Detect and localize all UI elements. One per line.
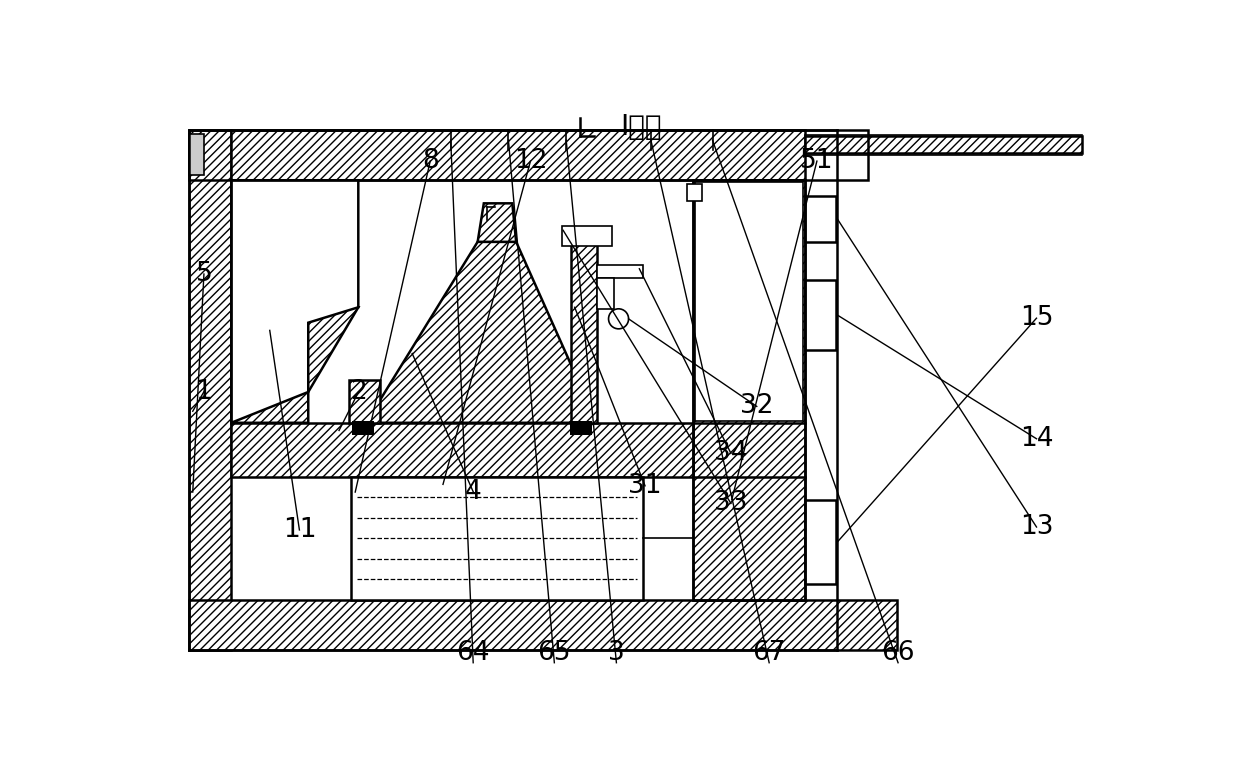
Bar xyxy=(805,280,836,350)
Bar xyxy=(805,196,836,242)
Text: 5: 5 xyxy=(196,261,212,287)
Bar xyxy=(231,180,805,600)
Bar xyxy=(188,600,898,650)
Text: 66: 66 xyxy=(882,640,915,666)
Text: 11: 11 xyxy=(283,517,316,543)
Text: 8: 8 xyxy=(422,148,439,174)
Bar xyxy=(231,130,805,180)
Polygon shape xyxy=(366,242,596,422)
Text: 4: 4 xyxy=(465,479,481,505)
Text: 15: 15 xyxy=(1019,305,1053,331)
Text: 31: 31 xyxy=(629,473,662,499)
Text: 3: 3 xyxy=(608,640,625,666)
Bar xyxy=(350,380,379,422)
Bar xyxy=(231,180,693,422)
Bar xyxy=(352,421,373,435)
Bar xyxy=(351,477,644,600)
Bar xyxy=(693,180,805,600)
Bar xyxy=(694,182,804,421)
Bar xyxy=(570,230,596,422)
Polygon shape xyxy=(231,307,358,422)
Text: 13: 13 xyxy=(1019,514,1053,540)
Bar xyxy=(188,130,868,180)
Bar xyxy=(805,136,1083,154)
Bar xyxy=(188,134,205,175)
Text: 1: 1 xyxy=(196,379,212,405)
Text: 64: 64 xyxy=(456,640,490,666)
Bar xyxy=(188,130,231,650)
Bar xyxy=(687,184,703,201)
Text: 67: 67 xyxy=(753,640,786,666)
Text: 33: 33 xyxy=(714,490,748,516)
Polygon shape xyxy=(477,203,516,242)
Polygon shape xyxy=(231,180,358,422)
Text: I截面: I截面 xyxy=(620,113,662,141)
Text: 14: 14 xyxy=(1019,426,1053,452)
Bar xyxy=(693,180,805,600)
Text: 32: 32 xyxy=(740,393,774,419)
Bar xyxy=(562,226,613,246)
Text: 34: 34 xyxy=(714,441,748,467)
Text: 51: 51 xyxy=(800,148,833,174)
Bar xyxy=(231,422,693,477)
Text: 2: 2 xyxy=(350,379,367,405)
Text: 65: 65 xyxy=(538,640,572,666)
Text: 12: 12 xyxy=(513,148,547,174)
Bar xyxy=(570,421,591,435)
Bar xyxy=(805,500,836,584)
Circle shape xyxy=(609,309,629,329)
Bar xyxy=(596,265,644,278)
Bar xyxy=(596,278,614,309)
